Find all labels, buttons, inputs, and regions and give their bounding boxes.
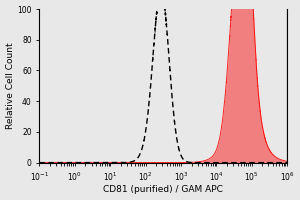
Y-axis label: Relative Cell Count: Relative Cell Count (6, 43, 15, 129)
X-axis label: CD81 (purified) / GAM APC: CD81 (purified) / GAM APC (103, 185, 223, 194)
